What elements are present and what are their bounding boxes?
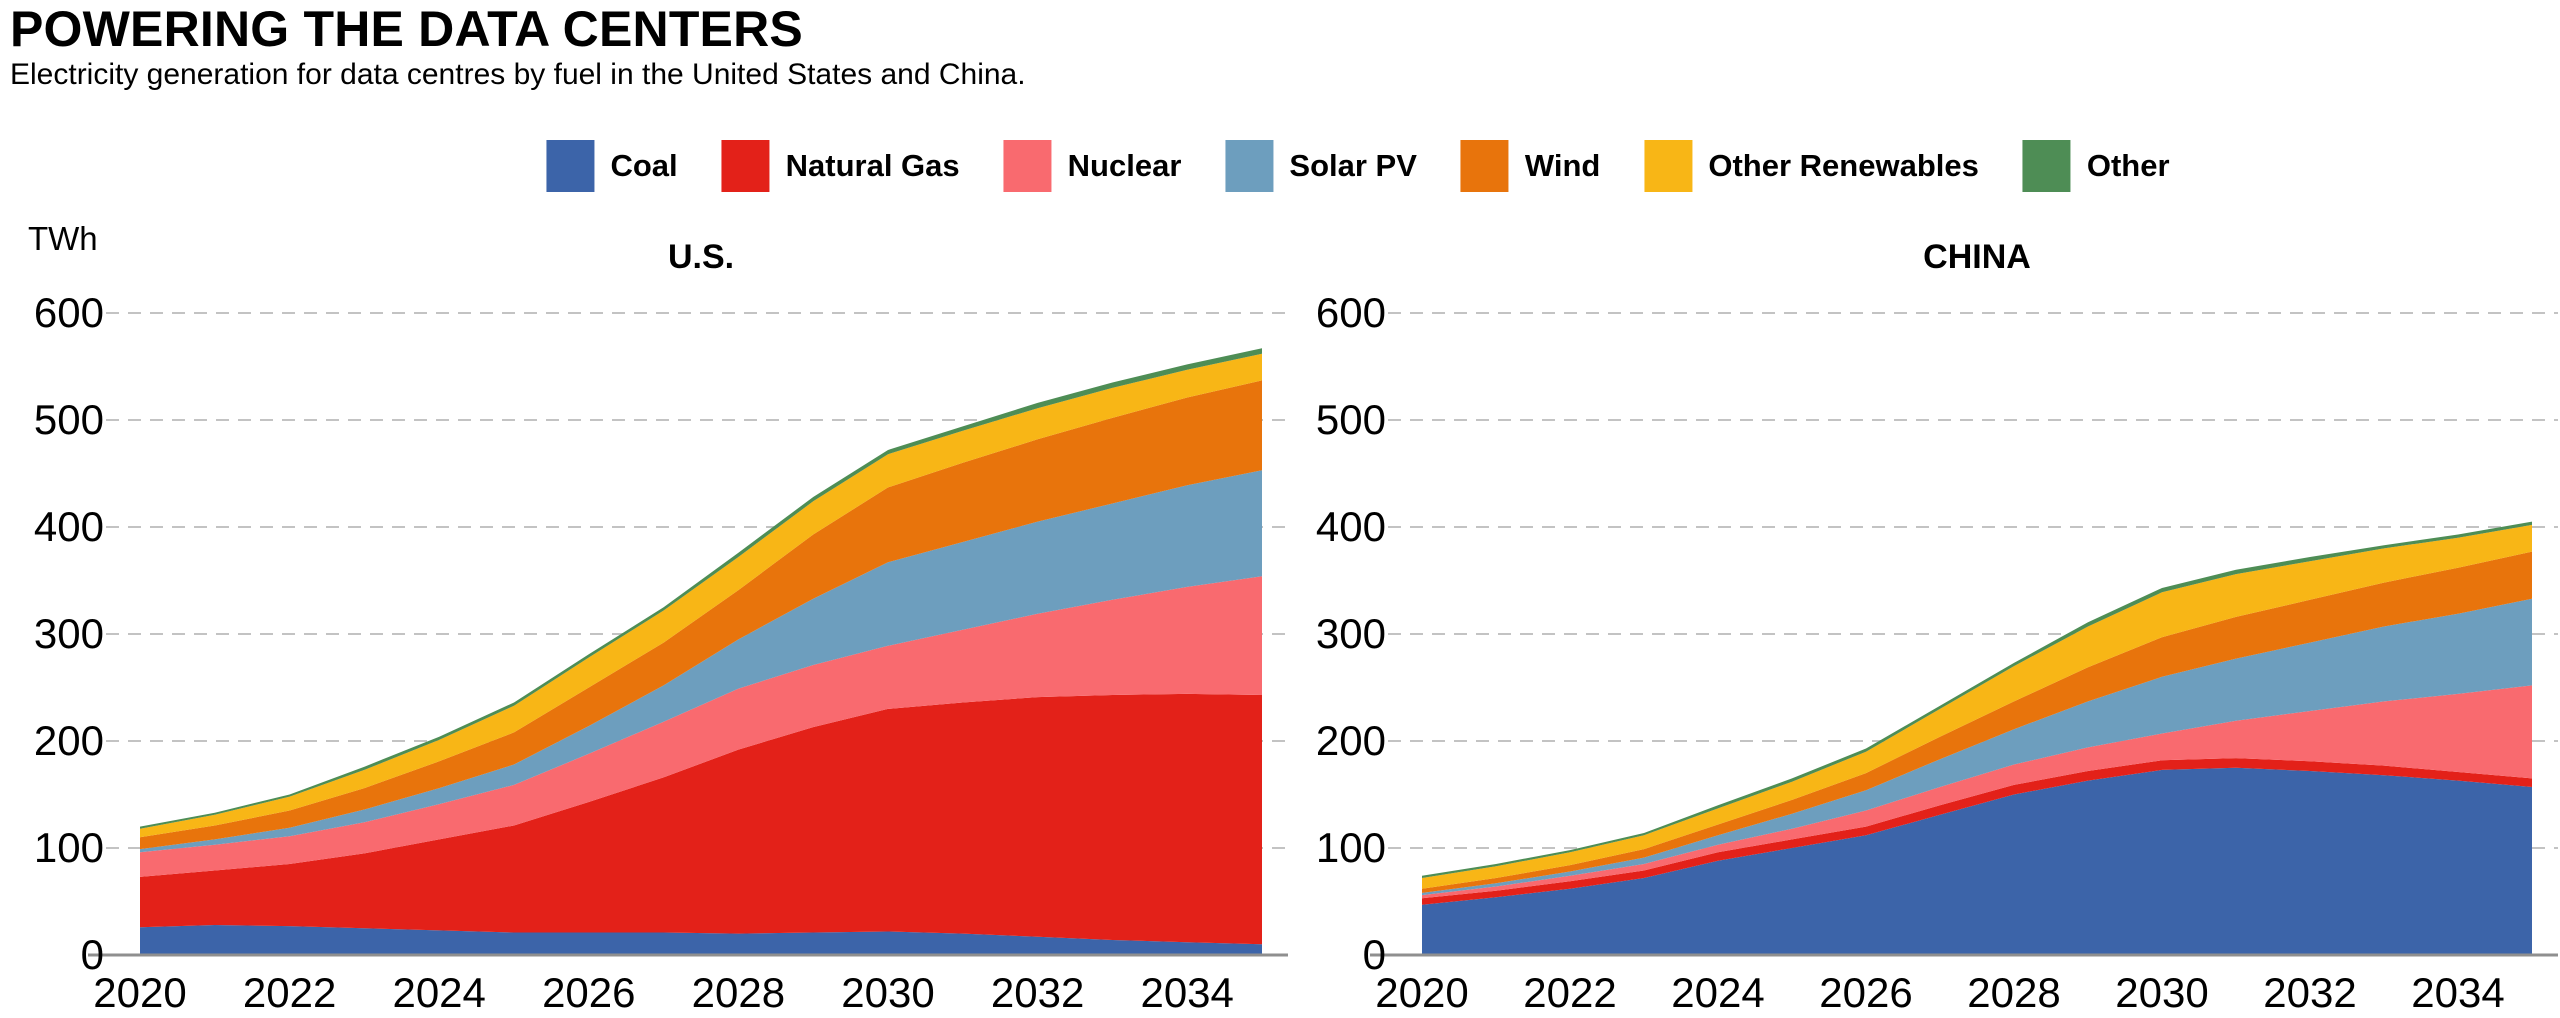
y-axis-tick-label: 400 — [1315, 503, 1386, 550]
x-axis-tick-label: 2028 — [1967, 969, 2061, 1016]
y-axis-tick-label: 300 — [33, 610, 104, 657]
y-axis-tick-label: 0 — [1362, 931, 1386, 978]
x-axis-tick-label: 2030 — [841, 969, 935, 1016]
area-series-wind — [1422, 551, 2532, 893]
legend-label: Other — [2086, 148, 2170, 183]
us-chart-title: U.S. — [667, 238, 735, 276]
y-axis-tick-label: 0 — [80, 931, 104, 978]
us-stacked-area-chart: 600 500 400 300 200 100 0 2020 2022 2024 2026 2028 2… — [34, 289, 1288, 1016]
chart-plot-area — [1370, 312, 2558, 957]
solar-pv-swatch-icon — [1225, 140, 1274, 192]
x-axis-tick-label: 2024 — [1671, 969, 1765, 1016]
wind-swatch-icon — [1460, 140, 1509, 192]
legend-item-natural-gas: Natural Gas — [721, 140, 960, 192]
x-axis-tick-label: 2030 — [2115, 969, 2209, 1016]
chart-plot-area — [88, 312, 1288, 957]
x-axis-tick-label: 2026 — [1819, 969, 1913, 1016]
x-axis-tick-label: 2032 — [2263, 969, 2357, 1016]
area-series-coal — [140, 925, 1262, 955]
y-axis-tick-label: 500 — [33, 396, 104, 443]
y-axis-tick-label: 100 — [1315, 824, 1386, 871]
y-axis-tick-label: 200 — [33, 717, 104, 764]
x-axis-tick-label: 2034 — [1140, 969, 1234, 1016]
area-series-coal — [1422, 767, 2532, 955]
y-axis-tick-label: 200 — [1315, 717, 1386, 764]
legend-item-wind: Wind — [1460, 140, 1601, 192]
legend: Coal Natural Gas Nuclear Solar PV Wind O… — [546, 140, 2170, 192]
y-axis-tick-label: 400 — [33, 503, 104, 550]
x-axis-tick-label: 2020 — [93, 969, 187, 1016]
area-series-natural-gas — [140, 693, 1262, 945]
china-stacked-area-chart: 600 500 400 300 200 100 0 2020 2022 2024 2026 2028 2… — [1316, 289, 2558, 1016]
area-series-other-renewables — [140, 353, 1262, 838]
legend-item-coal: Coal — [546, 140, 678, 192]
nuclear-swatch-icon — [1003, 140, 1052, 192]
legend-label: Nuclear — [1067, 148, 1182, 183]
y-axis-tick-label: 300 — [1315, 610, 1386, 657]
x-axis-tick-label: 2022 — [1523, 969, 1617, 1016]
legend-item-solar-pv: Solar PV — [1225, 140, 1417, 192]
x-axis-tick-label: 2020 — [1375, 969, 1469, 1016]
y-axis-tick-label: 500 — [1315, 396, 1386, 443]
area-series-natural-gas — [1422, 758, 2532, 905]
x-axis-tick-label: 2026 — [542, 969, 636, 1016]
page-title: POWERING THE DATA CENTERS — [10, 1, 803, 57]
other-renewables-swatch-icon — [1644, 140, 1693, 192]
china-chart-title: CHINA — [1923, 238, 2031, 276]
legend-label: Coal — [610, 148, 678, 183]
y-axis-tick-label: 600 — [1315, 289, 1386, 336]
legend-item-nuclear: Nuclear — [1003, 140, 1182, 192]
y-axis-tick-label: 600 — [33, 289, 104, 336]
legend-label: Wind — [1524, 148, 1601, 183]
x-axis-tick-label: 2024 — [392, 969, 486, 1016]
x-axis-tick-label: 2032 — [990, 969, 1085, 1016]
coal-swatch-icon — [546, 140, 595, 192]
y-axis-unit-label: TWh — [28, 220, 98, 257]
legend-item-other: Other — [2022, 140, 2170, 192]
x-axis-tick-label: 2034 — [2411, 969, 2505, 1016]
area-series-solar-pv — [140, 470, 1262, 853]
area-series-wind — [140, 380, 1262, 850]
area-series-other-renewables — [1422, 524, 2532, 889]
x-axis-tick-label: 2028 — [691, 969, 786, 1016]
x-axis-tick-label: 2022 — [242, 969, 337, 1016]
legend-label: Natural Gas — [785, 148, 960, 183]
legend-label: Solar PV — [1289, 148, 1417, 183]
y-axis-tick-label: 100 — [33, 824, 104, 871]
area-series-nuclear — [140, 576, 1262, 877]
natural-gas-swatch-icon — [721, 140, 770, 192]
area-series-nuclear — [1422, 685, 2532, 899]
area-series-solar-pv — [1422, 598, 2532, 896]
page-subtitle: Electricity generation for data centres … — [10, 58, 1026, 91]
legend-label: Other Renewables — [1708, 148, 1979, 183]
other-swatch-icon — [2022, 140, 2071, 192]
legend-item-other-renewables: Other Renewables — [1644, 140, 1979, 192]
